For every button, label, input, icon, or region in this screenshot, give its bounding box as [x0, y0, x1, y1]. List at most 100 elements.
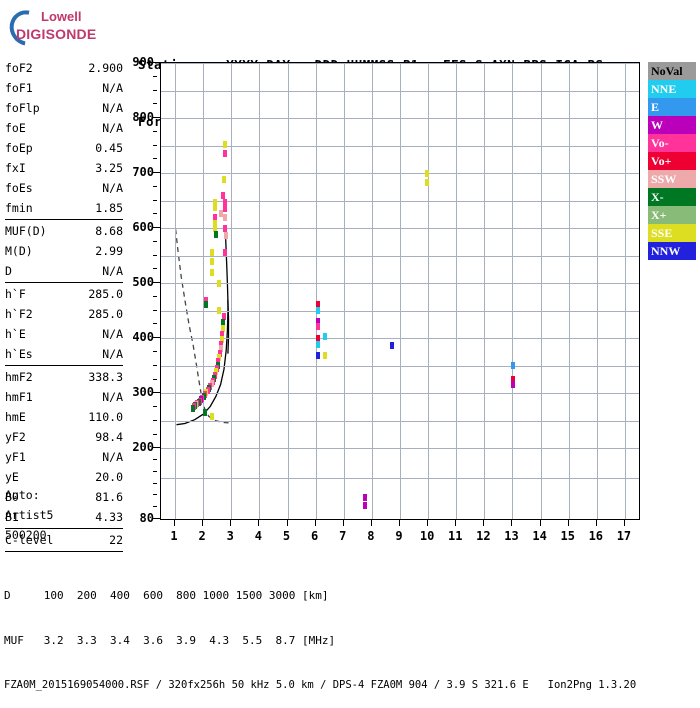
legend-item-vo[interactable]: Vo-: [648, 134, 696, 152]
y-axis-ticks: [153, 62, 161, 520]
param-key: MUF(D): [5, 224, 47, 238]
x-tick: [623, 520, 625, 526]
param-row-foEp: foEp 0.45: [5, 138, 123, 158]
ionogram-trace-curves: [174, 229, 230, 426]
legend-item-nne[interactable]: NNE: [648, 80, 696, 98]
legend-item-noval[interactable]: NoVal: [648, 62, 696, 80]
legend-item-ssw[interactable]: SSW: [648, 170, 696, 188]
x-tick-label: 9: [395, 529, 403, 543]
legend-item-sse[interactable]: SSE: [648, 224, 696, 242]
polarization-legend: NoVal NNE E W Vo- Vo+ SSW X- X+ SSE NNW: [648, 62, 696, 260]
x-tick: [230, 520, 232, 526]
y-tick-minor: [153, 433, 157, 435]
x-tick-label: 5: [282, 529, 291, 543]
echo-point: [223, 231, 228, 239]
y-tick-minor: [153, 323, 157, 325]
grid-line-horizontal: [161, 338, 639, 340]
y-tick-label: 200: [132, 440, 154, 455]
param-key: fxI: [5, 161, 26, 175]
param-row-hmF2: hmF2 338.3: [5, 367, 123, 387]
grid-line-vertical: [259, 63, 261, 519]
footer-info: D 100 200 400 600 800 1000 1500 3000 [km…: [4, 558, 636, 708]
echo-point: [222, 205, 227, 213]
echo-point: [222, 214, 227, 222]
param-divider-2: [5, 282, 123, 283]
x-tick-label: 10: [419, 529, 435, 543]
legend-item-nnw[interactable]: NNW: [648, 242, 696, 260]
grid-line-vertical: [596, 63, 598, 519]
param-key: M(D): [5, 244, 33, 258]
param-value: 22: [109, 533, 123, 547]
param-key: B1: [5, 510, 19, 524]
y-tick-minor: [153, 75, 157, 77]
param-divider-4: [5, 528, 123, 529]
y-tick-minor: [153, 364, 157, 366]
echo-point: [222, 150, 227, 158]
param-row-yF2: yF2 98.4: [5, 427, 123, 447]
param-key: yF1: [5, 450, 26, 464]
param-row-fmin: fmin 1.85: [5, 198, 123, 218]
grid-line-vertical: [540, 63, 542, 519]
echo-point: [315, 335, 320, 343]
param-key: h`F: [5, 287, 26, 301]
grid-line-horizontal: [161, 448, 639, 450]
x-axis-ticks: [160, 520, 640, 527]
param-row-Clevel: C-level 22: [5, 530, 123, 550]
legend-item-vo[interactable]: Vo+: [648, 152, 696, 170]
legend-item-x[interactable]: X-: [648, 188, 696, 206]
echo-point: [210, 249, 215, 257]
param-value: 20.0: [95, 470, 123, 484]
grid-line-horizontal: [161, 365, 639, 367]
x-tick-label: 6: [311, 529, 319, 543]
grid-line-vertical: [371, 63, 373, 519]
y-tick-major: [153, 282, 160, 284]
y-tick-label: 800: [132, 110, 154, 125]
param-key: foF2: [5, 61, 33, 75]
y-tick-major: [153, 337, 160, 339]
grid-line-horizontal: [161, 228, 639, 230]
param-key: fmin: [5, 201, 33, 215]
y-tick-label: 900: [132, 55, 154, 69]
footer-distance-row: D 100 200 400 600 800 1000 1500 3000 [km…: [4, 589, 329, 602]
digisonde-logo: Lowell DIGISONDE: [2, 3, 128, 53]
echo-point: [203, 408, 208, 416]
echo-point: [210, 413, 215, 421]
param-row-foEs: foEs N/A: [5, 178, 123, 198]
logo-digisonde-text: DIGISONDE: [16, 26, 97, 42]
y-tick-minor: [153, 144, 157, 146]
trace-path: [176, 239, 229, 426]
grid-line-horizontal: [161, 145, 639, 147]
param-key: yF2: [5, 430, 26, 444]
grid-line-vertical: [315, 63, 317, 519]
grid-line-vertical: [287, 63, 289, 519]
parameter-panel: foF2 2.900 foF1 N/A foFlp N/A foE N/A foEp 0.45 fx…: [5, 58, 123, 553]
ionogram-plot[interactable]: [160, 62, 640, 520]
param-row-yF1: yF1 N/A: [5, 447, 123, 467]
echo-point: [217, 349, 222, 357]
y-tick-minor: [153, 295, 157, 297]
echo-point: [204, 301, 209, 309]
legend-item-x[interactable]: X+: [648, 206, 696, 224]
echo-point: [315, 301, 320, 309]
legend-item-w[interactable]: W: [648, 116, 696, 134]
param-value: 1.85: [95, 201, 123, 215]
grid-line-horizontal: [161, 90, 639, 92]
param-divider-5: [5, 551, 123, 552]
param-row-yE: yE 20.0: [5, 467, 123, 487]
y-tick-major: [153, 172, 160, 174]
y-tick-label: 600: [132, 220, 154, 235]
x-tick: [567, 520, 569, 526]
legend-item-e[interactable]: E: [648, 98, 696, 116]
param-row-B1: B1 4.33: [5, 507, 123, 527]
echo-point: [322, 333, 327, 341]
grid-line-vertical: [343, 63, 345, 519]
echo-point: [210, 258, 215, 266]
param-key: D: [5, 264, 12, 278]
param-value: N/A: [102, 81, 123, 95]
grid-line-horizontal: [161, 283, 639, 285]
y-tick-major: [153, 392, 160, 394]
param-row-hEs: h`Es N/A: [5, 344, 123, 364]
param-row-foF1: foF1 N/A: [5, 78, 123, 98]
x-tick: [314, 520, 316, 526]
param-row-hF2: h`F2 285.0: [5, 304, 123, 324]
